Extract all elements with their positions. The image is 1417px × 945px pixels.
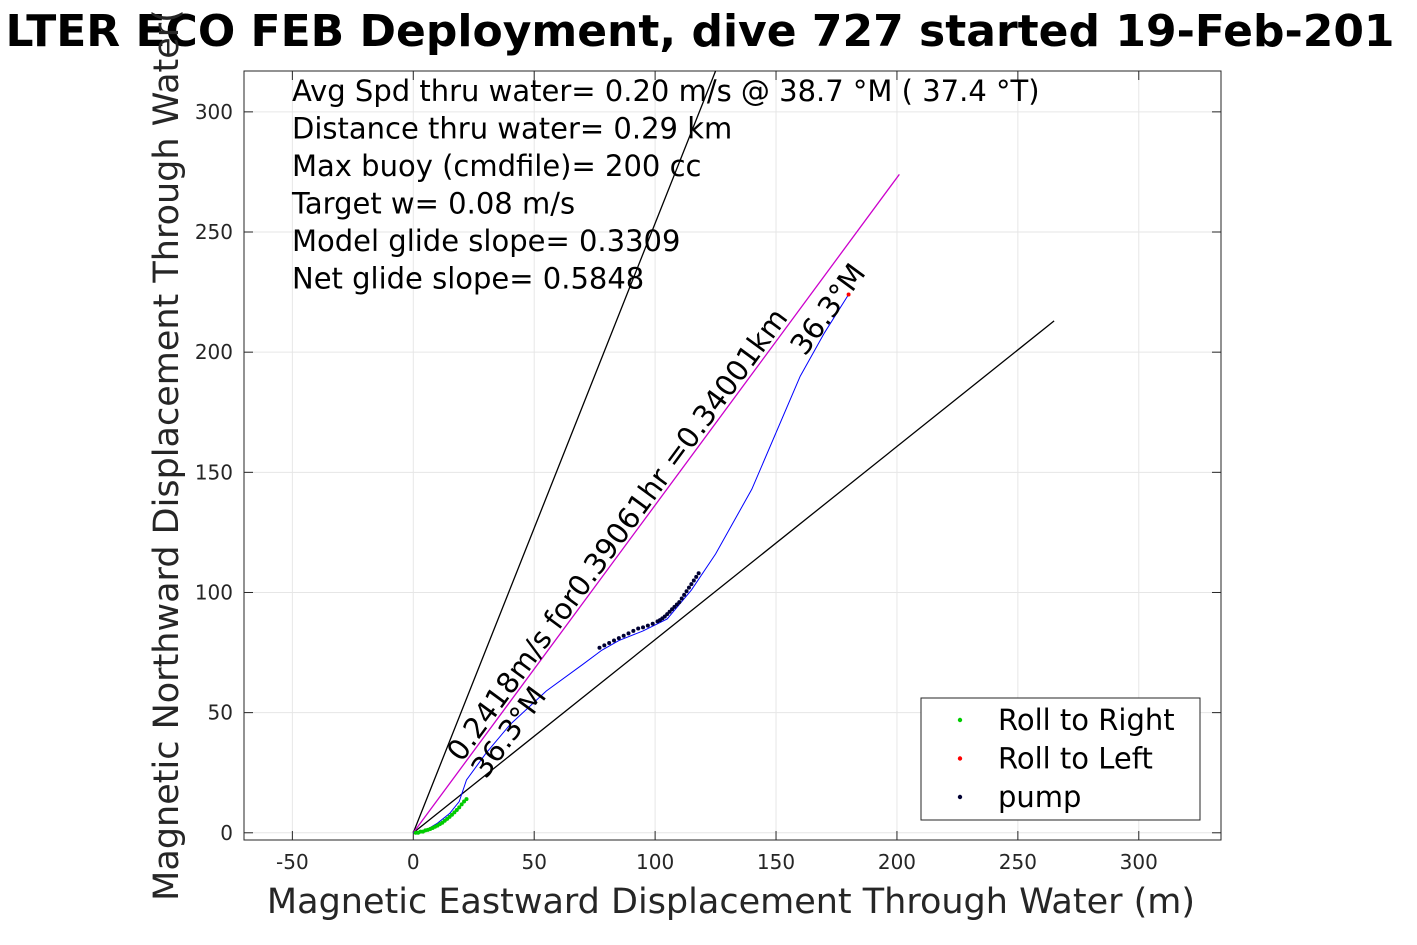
point-pump-10 (645, 623, 650, 628)
chart-title: LTER ECO FEB Deployment, dive 727 starte… (5, 6, 1394, 57)
legend-marker-0 (957, 717, 963, 723)
point-pump-23 (682, 592, 687, 597)
legend-label-1: Roll to Left (998, 742, 1153, 776)
point-pump-8 (636, 626, 641, 631)
stat-line-0: Avg Spd thru water= 0.20 m/s @ 38.7 °M (… (292, 74, 1040, 108)
point-pump-22 (679, 596, 684, 601)
annotation-layer: 0.2418m/s for0.39061hr =0.34001km36.3°M3… (440, 257, 872, 784)
point-roll-to-right-18 (457, 805, 462, 810)
x-tick-label-7: 300 (1120, 850, 1158, 874)
point-pump-0 (597, 645, 602, 650)
x-tick-label-3: 100 (636, 850, 674, 874)
x-tick-label-0: -50 (276, 850, 309, 874)
point-pump-1 (602, 643, 607, 648)
point-pump-25 (686, 585, 691, 590)
point-pump-28 (694, 574, 699, 579)
y-tick-label-6: 300 (195, 100, 233, 124)
point-pump-21 (677, 600, 682, 605)
plot-frame (243, 70, 1222, 841)
point-roll-to-right-21 (464, 797, 469, 802)
stat-line-3: Target w= 0.08 m/s (291, 187, 575, 221)
annotation-0: 0.2418m/s for0.39061hr =0.34001km (440, 302, 794, 767)
point-pump-4 (616, 636, 621, 641)
point-pump-2 (607, 640, 612, 645)
reference-line-wedge-left (412, 70, 717, 834)
annotation-2: 36.3°M (783, 257, 872, 361)
point-roll-to-right-17 (454, 807, 459, 812)
glider-track (413, 294, 850, 834)
x-tick-label-5: 200 (878, 850, 916, 874)
point-pump-24 (684, 589, 689, 594)
y-tick-label-1: 50 (208, 701, 233, 725)
y-tick-label-3: 150 (195, 460, 233, 484)
y-tick-label-4: 200 (195, 340, 233, 364)
legend: Roll to Right Roll to Left pump (920, 697, 1201, 821)
point-pump-3 (612, 638, 617, 643)
legend-label-2: pump (998, 780, 1081, 814)
y-axis-label: Magnetic Northward Displacement Through … (147, 9, 187, 901)
x-tick-label-2: 50 (521, 850, 546, 874)
point-pump-5 (621, 633, 626, 638)
grid (244, 71, 1221, 840)
stat-line-4: Model glide slope= 0.3309 (292, 224, 680, 258)
stat-line-2: Max buoy (cmdfile)= 200 cc (292, 149, 701, 183)
x-tick-label-1: 0 (407, 850, 420, 874)
point-pump-27 (691, 578, 696, 583)
x-tick-label-4: 150 (757, 850, 795, 874)
y-tick-label-2: 100 (195, 580, 233, 604)
point-pump-7 (631, 628, 636, 633)
point-pump-6 (626, 631, 631, 636)
reference-line-wedge-right (412, 320, 1055, 834)
legend-label-0: Roll to Right (998, 703, 1175, 737)
legend-marker-2 (957, 794, 963, 800)
reference-line-heading (412, 173, 900, 834)
point-pump-11 (650, 621, 655, 626)
x-axis-label: Magnetic Eastward Displacement Through W… (267, 882, 1195, 922)
stat-line-1: Distance thru water= 0.29 km (292, 112, 732, 146)
point-roll-to-left-0 (846, 292, 851, 297)
series-layer (412, 70, 1055, 835)
stat-line-5: Net glide slope= 0.5848 (292, 262, 644, 296)
point-roll-to-right-19 (459, 802, 464, 807)
point-pump-26 (689, 582, 694, 587)
point-pump-9 (641, 625, 646, 630)
point-pump-29 (696, 571, 701, 576)
legend-box (920, 697, 1201, 821)
y-tick-label-0: 0 (220, 821, 233, 845)
x-tick-label-6: 250 (999, 850, 1037, 874)
legend-marker-1 (957, 756, 963, 761)
y-tick-label-5: 250 (195, 220, 233, 244)
stats-block: Avg Spd thru water= 0.20 m/s @ 38.7 °M (… (291, 74, 1040, 296)
axis-ticks: -50 0 50 100 150 200 250 300 0 50 100 150 200 250 300 (195, 71, 1221, 874)
